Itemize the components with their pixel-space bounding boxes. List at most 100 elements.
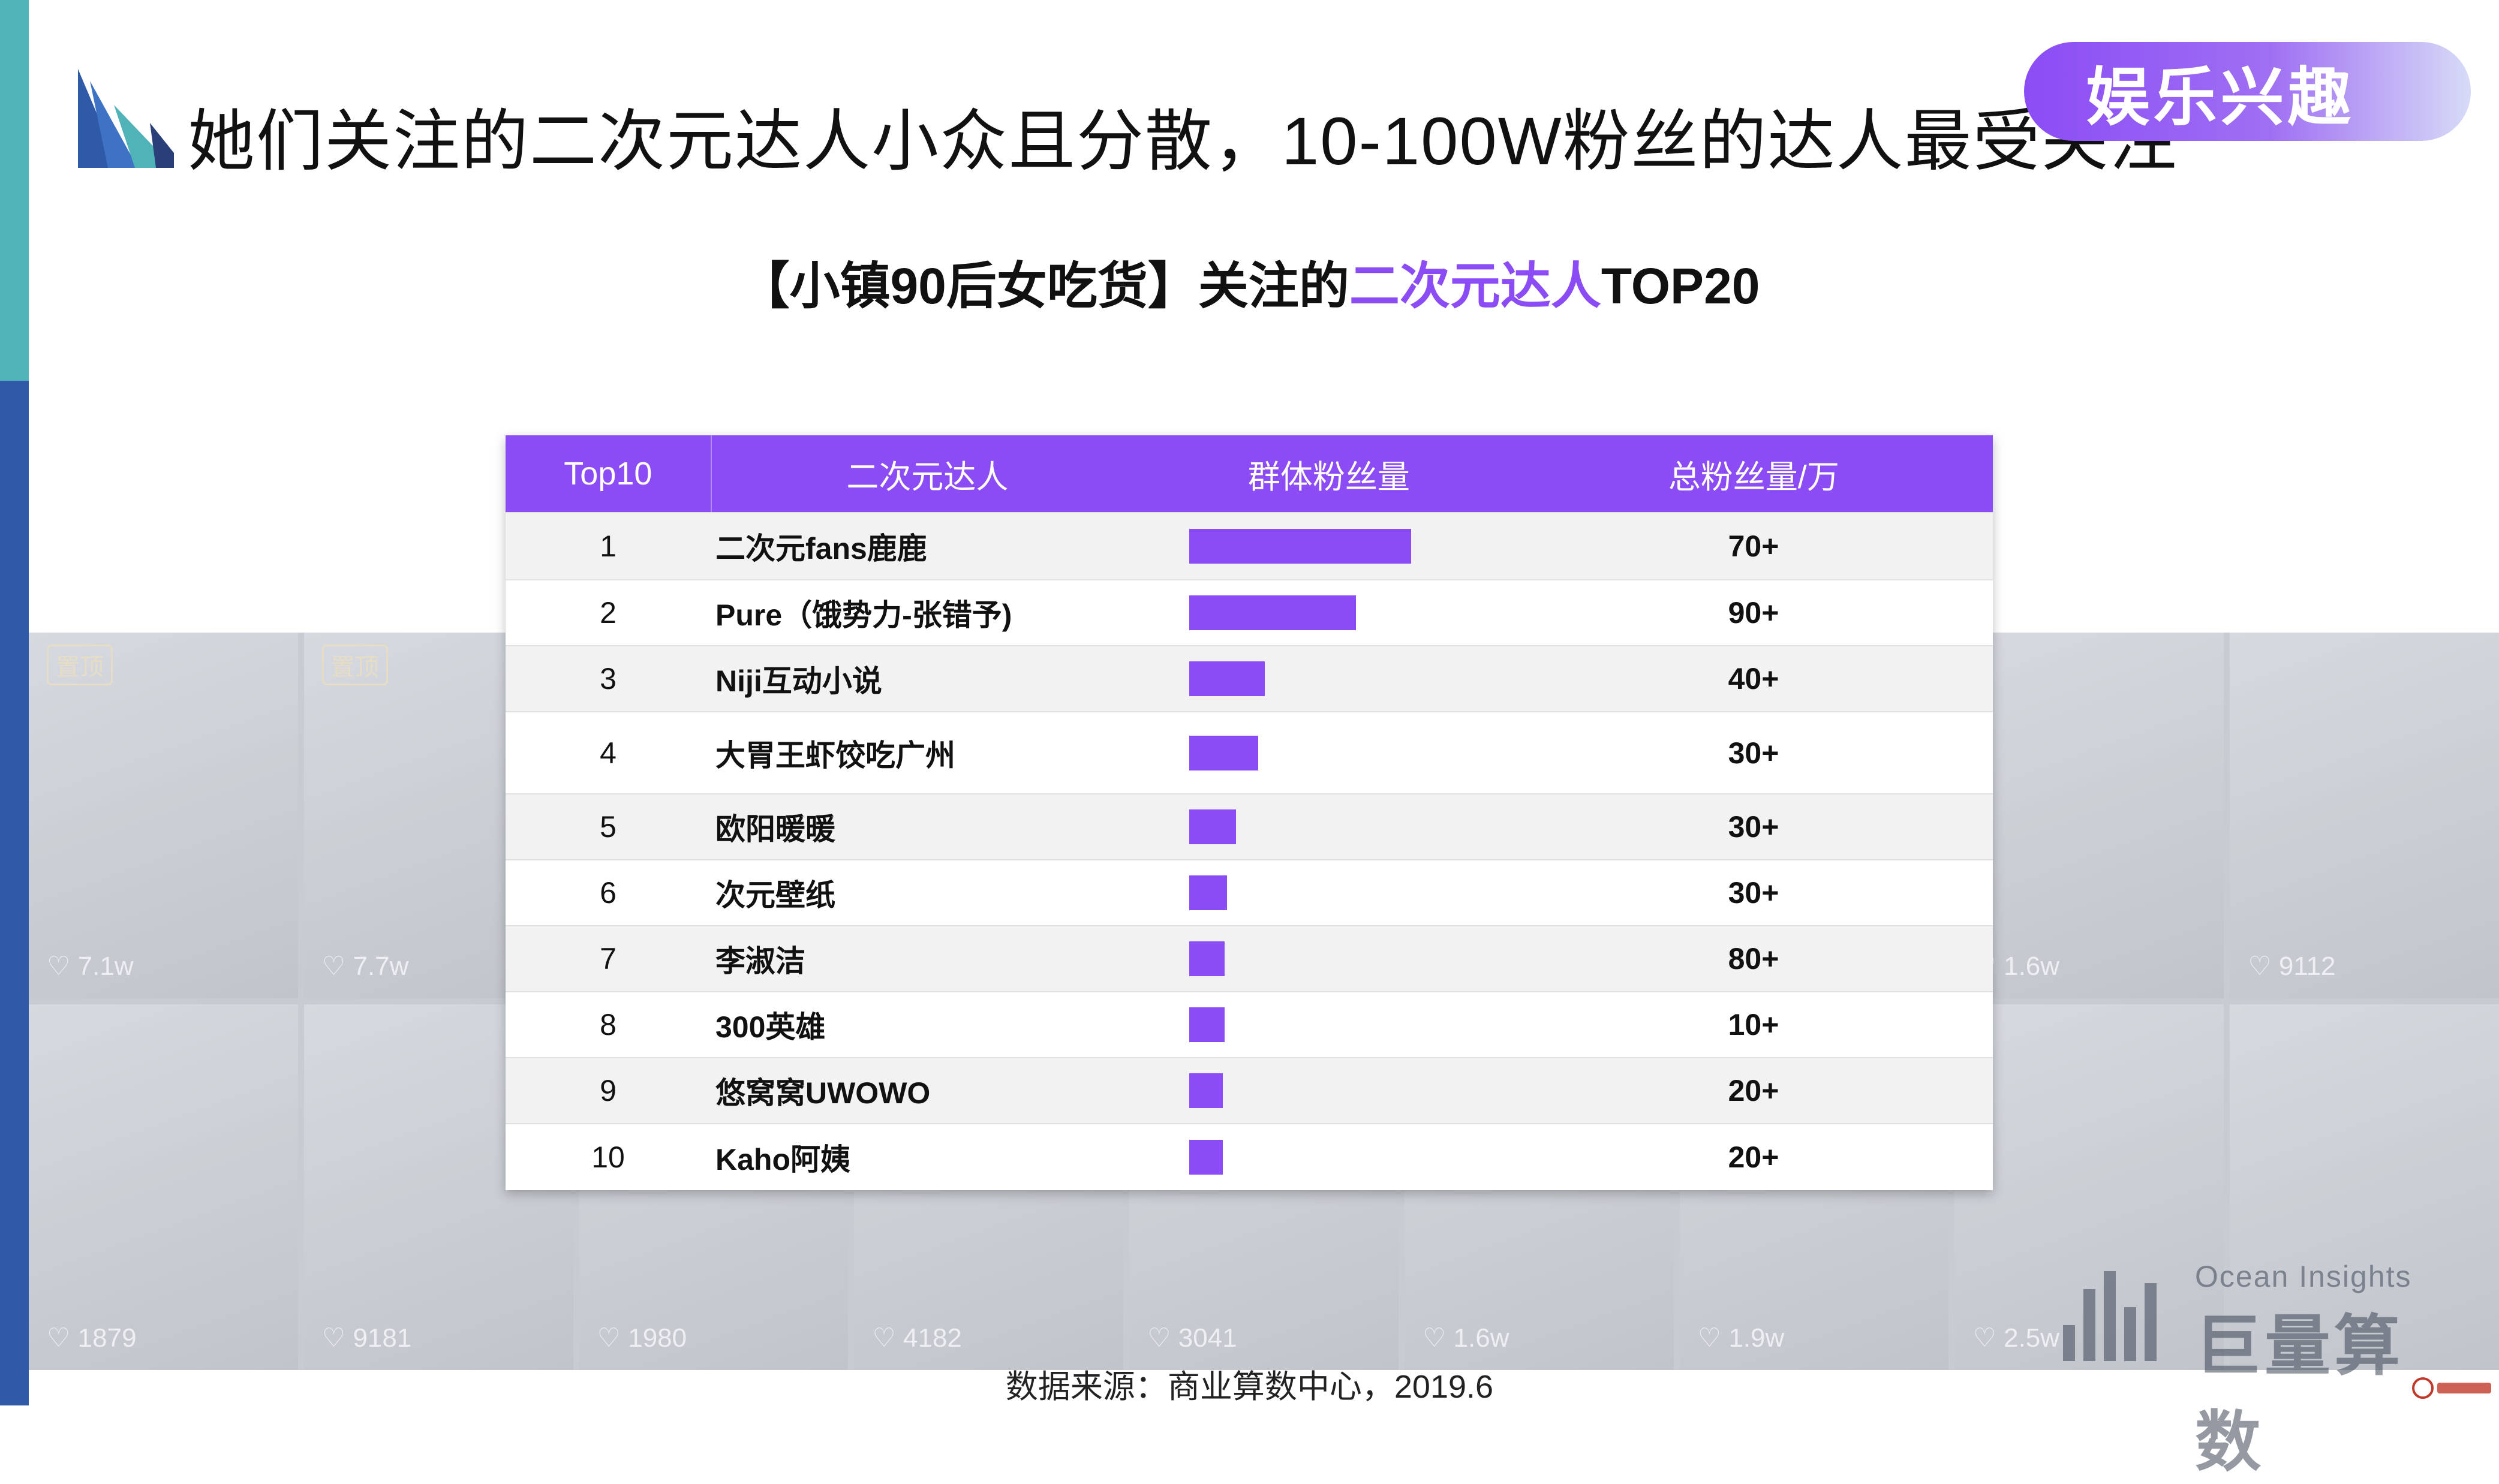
like-count: ♡ 1.6w xyxy=(1423,1323,1509,1353)
group-fans-cell xyxy=(1142,926,1514,991)
total-fans-cell: 30+ xyxy=(1728,736,1779,770)
table-row: 4 大胃王虾饺吃广州 30+ xyxy=(506,711,1993,793)
total-fans-cell: 40+ xyxy=(1728,662,1779,696)
heart-icon: ♡ xyxy=(2248,952,2279,981)
like-count: ♡ 1.9w xyxy=(1698,1323,1785,1353)
table-row: 3 Niji互动小说 40+ xyxy=(506,645,1993,711)
subtitle-prefix: 【小镇90后女吃货】关注的 xyxy=(739,258,1349,314)
like-count-value: 7.1w xyxy=(77,952,134,981)
heart-icon: ♡ xyxy=(1147,1323,1178,1353)
group-fans-cell xyxy=(1142,513,1514,579)
like-count: ♡ 7.7w xyxy=(322,951,409,982)
header-name: 二次元达人 xyxy=(846,459,1009,495)
total-fans-cell: 90+ xyxy=(1728,596,1779,630)
section-tag-label: 娱乐兴趣 xyxy=(2086,62,2355,133)
group-fans-bar xyxy=(1189,809,1236,844)
pinned-badge: 置顶 xyxy=(47,645,113,685)
name-cell: 大胃王虾饺吃广州 xyxy=(715,738,955,772)
group-fans-bar xyxy=(1189,941,1225,976)
group-fans-cell xyxy=(1142,794,1514,859)
table-row: 7 李淑洁 80+ xyxy=(506,925,1993,991)
like-count-value: 1.9w xyxy=(1728,1323,1785,1353)
heart-icon: ♡ xyxy=(1697,1323,1729,1353)
group-fans-cell xyxy=(1142,1124,1514,1190)
like-count-value: 9181 xyxy=(353,1323,412,1353)
rank-cell: 10 xyxy=(591,1140,625,1174)
name-cell: 欧阳暖暖 xyxy=(715,812,835,846)
rank-cell: 9 xyxy=(600,1074,617,1107)
group-fans-bar xyxy=(1189,1073,1223,1108)
like-count-value: 1.6w xyxy=(1453,1323,1509,1353)
background-photo xyxy=(2230,1004,2499,1370)
page-title: 她们关注的二次元达人小众且分散，10-100W粉丝的达人最受关注 xyxy=(188,104,2178,179)
group-fans-cell xyxy=(1142,646,1514,711)
like-count-value: 2.5w xyxy=(2004,1323,2060,1353)
table-subtitle: 【小镇90后女吃货】关注的二次元达人TOP20 xyxy=(0,246,2499,318)
table-row: 9 悠窝窝UWOWO 20+ xyxy=(506,1057,1993,1123)
group-fans-cell xyxy=(1142,992,1514,1057)
name-cell: 次元壁纸 xyxy=(715,878,835,912)
total-fans-cell: 30+ xyxy=(1728,876,1779,910)
rank-cell: 8 xyxy=(600,1008,617,1041)
pinned-badge: 置顶 xyxy=(321,645,388,685)
name-cell: 李淑洁 xyxy=(715,944,805,978)
background-photo: ♡ 1879 xyxy=(29,1004,298,1370)
group-fans-bar xyxy=(1189,1007,1225,1042)
header-rank: Top10 xyxy=(506,435,712,512)
header-group-fans: 群体粉丝量 xyxy=(1247,459,1410,495)
brand-watermark: Ocean Insights 巨量算数 xyxy=(2063,1259,2435,1479)
group-fans-cell xyxy=(1142,580,1514,645)
rank-cell: 2 xyxy=(600,596,617,630)
group-fans-bar xyxy=(1189,735,1258,770)
like-count-value: 3041 xyxy=(1178,1323,1237,1353)
table-row: 6 次元壁纸 30+ xyxy=(506,859,1993,925)
rank-cell: 1 xyxy=(600,529,617,563)
brand-bars-icon xyxy=(2063,1271,2177,1361)
like-count-value: 4182 xyxy=(903,1323,962,1353)
group-fans-cell xyxy=(1142,1058,1514,1123)
rank-cell: 5 xyxy=(600,810,617,844)
brand-english: Ocean Insights xyxy=(2195,1260,2412,1293)
table-header: Top10 二次元达人 群体粉丝量 总粉丝量/万 xyxy=(506,435,1993,512)
rank-cell: 4 xyxy=(600,736,617,770)
section-tag: 娱乐兴趣 xyxy=(2024,42,2471,141)
background-photo: 置顶 ♡ 7.1w xyxy=(29,633,298,998)
group-fans-bar xyxy=(1189,595,1356,630)
group-fans-cell xyxy=(1142,860,1514,925)
like-count-value: 1980 xyxy=(628,1323,687,1353)
group-fans-cell xyxy=(1142,712,1514,793)
name-cell: Niji互动小说 xyxy=(715,664,882,698)
name-cell: Pure（饿势力-张错予) xyxy=(715,598,1012,632)
group-fans-bar xyxy=(1189,661,1265,696)
data-source: 数据来源：商业算数中心，2019.6 xyxy=(1005,1369,1494,1405)
heart-icon: ♡ xyxy=(47,952,78,981)
total-fans-cell: 80+ xyxy=(1728,942,1779,976)
heart-icon: ♡ xyxy=(1422,1323,1454,1353)
like-count: ♡ 9181 xyxy=(322,1323,412,1353)
subtitle-suffix: TOP20 xyxy=(1601,258,1760,314)
side-accent-bar-bottom xyxy=(0,381,29,1405)
name-cell: 悠窝窝UWOWO xyxy=(715,1076,931,1110)
name-cell: 二次元fans鹿鹿 xyxy=(715,532,927,565)
like-count-value: 9112 xyxy=(2278,952,2336,981)
total-fans-cell: 20+ xyxy=(1728,1074,1779,1107)
rank-cell: 3 xyxy=(600,662,617,696)
heart-icon: ♡ xyxy=(47,1323,78,1353)
table-row: 8 300英雄 10+ xyxy=(506,991,1993,1057)
heart-icon: ♡ xyxy=(321,1323,353,1353)
background-photo: ♡ 9112 xyxy=(2230,633,2499,998)
side-accent-bar-top xyxy=(0,0,29,381)
group-fans-bar xyxy=(1189,1140,1223,1175)
like-count-value: 1879 xyxy=(77,1323,137,1353)
rank-cell: 7 xyxy=(600,942,617,976)
table-row: 2 Pure（饿势力-张错予) 90+ xyxy=(506,579,1993,645)
like-count: ♡ 1980 xyxy=(597,1323,687,1353)
table-row: 10 Kaho阿姨 20+ xyxy=(506,1123,1993,1190)
like-count: ♡ 2.5w xyxy=(1972,1323,2059,1353)
like-count: ♡ 9112 xyxy=(2248,951,2335,982)
name-cell: Kaho阿姨 xyxy=(715,1143,850,1176)
heart-icon: ♡ xyxy=(321,952,353,981)
total-fans-cell: 10+ xyxy=(1728,1008,1779,1041)
corner-seal-icon xyxy=(2412,1377,2491,1399)
heart-icon: ♡ xyxy=(597,1323,628,1353)
